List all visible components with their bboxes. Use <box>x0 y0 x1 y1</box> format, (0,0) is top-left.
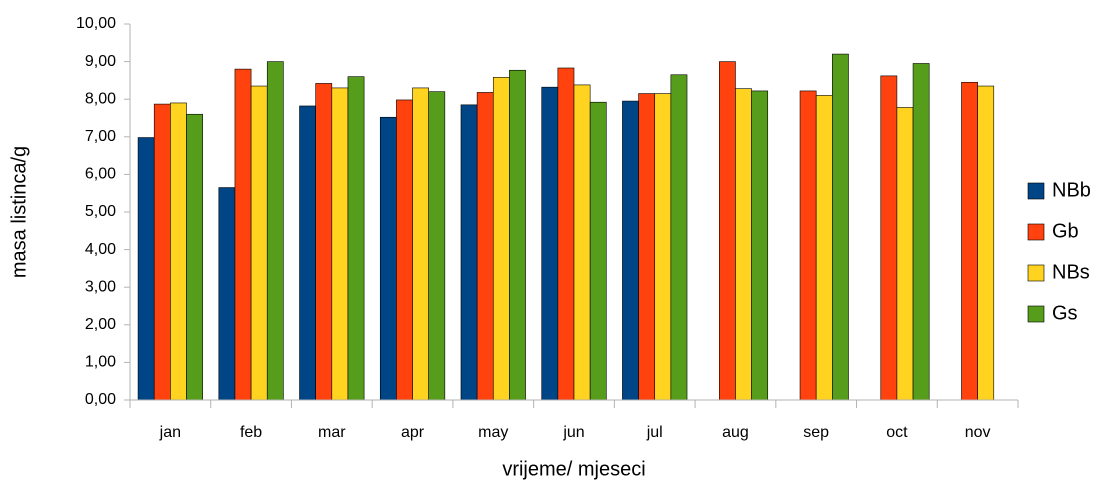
bar <box>428 91 446 401</box>
bar <box>912 63 930 401</box>
bar <box>492 77 510 401</box>
y-tick-label: 2,00 <box>85 316 116 333</box>
bar <box>396 99 413 401</box>
bar <box>557 67 575 401</box>
legend-swatch <box>1027 264 1045 282</box>
x-tick-label: nov <box>965 424 991 441</box>
legend-swatch <box>1027 223 1045 241</box>
y-tick-label: 8,00 <box>85 90 116 107</box>
bar <box>670 74 688 401</box>
bar <box>379 116 397 401</box>
bar <box>509 69 526 401</box>
y-tick-label: 5,00 <box>85 203 116 220</box>
bar <box>412 87 429 401</box>
bar <box>622 100 639 401</box>
bar <box>654 93 672 401</box>
bar <box>266 61 284 401</box>
bar <box>961 81 978 401</box>
x-tick-label: sep <box>803 424 829 441</box>
y-tick-label: 6,00 <box>85 166 116 183</box>
legend-swatch <box>1027 182 1045 200</box>
y-tick-label: 3,00 <box>85 278 116 295</box>
legend-swatch <box>1027 305 1045 323</box>
bar <box>331 87 349 401</box>
bar <box>638 93 656 401</box>
x-tick-label: jan <box>159 424 181 441</box>
legend-label: Gs <box>1052 302 1078 324</box>
y-tick-label: 4,00 <box>85 241 116 258</box>
legend-label: NBs <box>1052 261 1090 283</box>
bar <box>137 137 155 401</box>
bar <box>735 88 752 401</box>
x-axis-title: vrijeme/ mjeseci <box>502 458 645 480</box>
bar <box>250 85 268 401</box>
bar <box>815 95 833 401</box>
bar <box>347 76 365 401</box>
bar <box>541 86 559 401</box>
x-tick-label: may <box>478 424 508 441</box>
bar <box>977 85 995 401</box>
y-tick-label: 1,00 <box>85 354 116 371</box>
bar <box>234 68 252 401</box>
x-tick-label: jul <box>646 424 663 441</box>
x-tick-label: aug <box>722 424 749 441</box>
legend-label: Gb <box>1052 220 1079 242</box>
x-tick-label: oct <box>886 424 908 441</box>
bar <box>186 113 203 401</box>
y-tick-label: 9,00 <box>85 53 116 70</box>
x-tick-label: mar <box>318 424 346 441</box>
x-tick-label: jun <box>562 424 584 441</box>
y-axis-title: masa listinca/g <box>8 146 30 278</box>
bar <box>460 104 478 401</box>
bar <box>476 92 494 401</box>
legend-label: NBb <box>1052 179 1091 201</box>
bar <box>589 101 607 401</box>
y-tick-label: 10,00 <box>76 15 116 32</box>
bar <box>315 83 333 401</box>
y-tick-label: 7,00 <box>85 128 116 145</box>
bar <box>299 105 316 401</box>
bar <box>218 187 236 401</box>
x-tick-label: feb <box>240 424 262 441</box>
bar <box>170 102 187 401</box>
bar <box>799 90 817 401</box>
bar <box>896 107 914 401</box>
bar <box>153 103 171 401</box>
bar <box>880 75 898 401</box>
x-tick-label: apr <box>401 424 425 441</box>
bar <box>751 90 769 401</box>
bar <box>719 61 736 401</box>
y-tick-label: 0,00 <box>85 391 116 408</box>
bar <box>832 53 849 401</box>
bar <box>573 84 591 401</box>
